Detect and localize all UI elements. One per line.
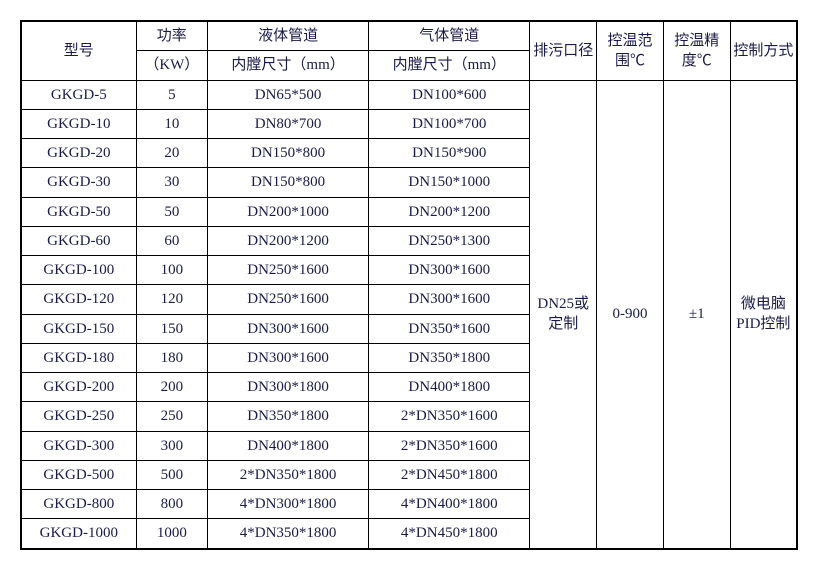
cell-gas: DN200*1200 (369, 197, 530, 226)
table-header: 型号 功率 液体管道 气体管道 排污口径 控温范围℃ 控温精度℃ 控制方式 （K… (21, 21, 797, 80)
cell-power: 20 (136, 139, 207, 168)
header-model: 型号 (21, 21, 136, 80)
table-body: GKGD-55DN65*500DN100*600DN25或定制0-900±1微电… (21, 80, 797, 549)
cell-power: 10 (136, 109, 207, 138)
cell-power: 250 (136, 402, 207, 431)
cell-model: GKGD-60 (21, 226, 136, 255)
header-temp-acc: 控温精度℃ (663, 21, 730, 80)
cell-power: 800 (136, 490, 207, 519)
cell-power: 500 (136, 460, 207, 489)
cell-model: GKGD-150 (21, 314, 136, 343)
cell-gas: DN100*700 (369, 109, 530, 138)
cell-power: 60 (136, 226, 207, 255)
cell-power: 180 (136, 343, 207, 372)
cell-gas: 4*DN400*1800 (369, 490, 530, 519)
cell-liquid: DN400*1800 (208, 431, 369, 460)
cell-liquid: DN300*1800 (208, 373, 369, 402)
cell-power: 120 (136, 285, 207, 314)
cell-power: 1000 (136, 519, 207, 549)
cell-model: GKGD-30 (21, 168, 136, 197)
cell-power: 300 (136, 431, 207, 460)
cell-gas: DN150*1000 (369, 168, 530, 197)
table-row: GKGD-55DN65*500DN100*600DN25或定制0-900±1微电… (21, 80, 797, 109)
cell-liquid: 2*DN350*1800 (208, 460, 369, 489)
header-liquid: 液体管道 (208, 21, 369, 51)
cell-liquid: 4*DN300*1800 (208, 490, 369, 519)
header-power-unit: （KW） (136, 51, 207, 80)
cell-temp-acc: ±1 (663, 80, 730, 549)
header-ctrl-mode: 控制方式 (730, 21, 797, 80)
cell-liquid: DN300*1600 (208, 343, 369, 372)
cell-liquid: 4*DN350*1800 (208, 519, 369, 549)
cell-model: GKGD-5 (21, 80, 136, 109)
cell-power: 50 (136, 197, 207, 226)
cell-gas: DN300*1600 (369, 256, 530, 285)
cell-power: 200 (136, 373, 207, 402)
cell-gas: DN350*1800 (369, 343, 530, 372)
cell-model: GKGD-500 (21, 460, 136, 489)
cell-gas: DN250*1300 (369, 226, 530, 255)
cell-model: GKGD-10 (21, 109, 136, 138)
header-gas: 气体管道 (369, 21, 530, 51)
cell-gas: DN300*1600 (369, 285, 530, 314)
cell-power: 30 (136, 168, 207, 197)
cell-ctrl-mode: 微电脑PID控制 (730, 80, 797, 549)
cell-liquid: DN200*1200 (208, 226, 369, 255)
cell-drain: DN25或定制 (530, 80, 597, 549)
cell-gas: DN400*1800 (369, 373, 530, 402)
header-power: 功率 (136, 21, 207, 51)
spec-table: 型号 功率 液体管道 气体管道 排污口径 控温范围℃ 控温精度℃ 控制方式 （K… (20, 20, 798, 550)
cell-liquid: DN250*1600 (208, 256, 369, 285)
header-drain: 排污口径 (530, 21, 597, 80)
cell-liquid: DN250*1600 (208, 285, 369, 314)
cell-gas: 2*DN450*1800 (369, 460, 530, 489)
cell-liquid: DN200*1000 (208, 197, 369, 226)
cell-power: 5 (136, 80, 207, 109)
cell-power: 150 (136, 314, 207, 343)
cell-model: GKGD-120 (21, 285, 136, 314)
header-liquid-sub: 内膛尺寸（mm） (208, 51, 369, 80)
cell-liquid: DN80*700 (208, 109, 369, 138)
cell-gas: 2*DN350*1600 (369, 431, 530, 460)
cell-liquid: DN150*800 (208, 139, 369, 168)
header-gas-sub: 内膛尺寸（mm） (369, 51, 530, 80)
cell-model: GKGD-800 (21, 490, 136, 519)
cell-model: GKGD-100 (21, 256, 136, 285)
cell-gas: 2*DN350*1600 (369, 402, 530, 431)
cell-gas: DN100*600 (369, 80, 530, 109)
cell-gas: DN350*1600 (369, 314, 530, 343)
cell-gas: 4*DN450*1800 (369, 519, 530, 549)
cell-power: 100 (136, 256, 207, 285)
cell-model: GKGD-200 (21, 373, 136, 402)
cell-temp-range: 0-900 (597, 80, 664, 549)
cell-liquid: DN300*1600 (208, 314, 369, 343)
cell-model: GKGD-250 (21, 402, 136, 431)
cell-model: GKGD-180 (21, 343, 136, 372)
cell-liquid: DN350*1800 (208, 402, 369, 431)
cell-model: GKGD-300 (21, 431, 136, 460)
header-temp-range: 控温范围℃ (597, 21, 664, 80)
cell-model: GKGD-50 (21, 197, 136, 226)
cell-model: GKGD-20 (21, 139, 136, 168)
cell-model: GKGD-1000 (21, 519, 136, 549)
cell-liquid: DN150*800 (208, 168, 369, 197)
cell-liquid: DN65*500 (208, 80, 369, 109)
cell-gas: DN150*900 (369, 139, 530, 168)
